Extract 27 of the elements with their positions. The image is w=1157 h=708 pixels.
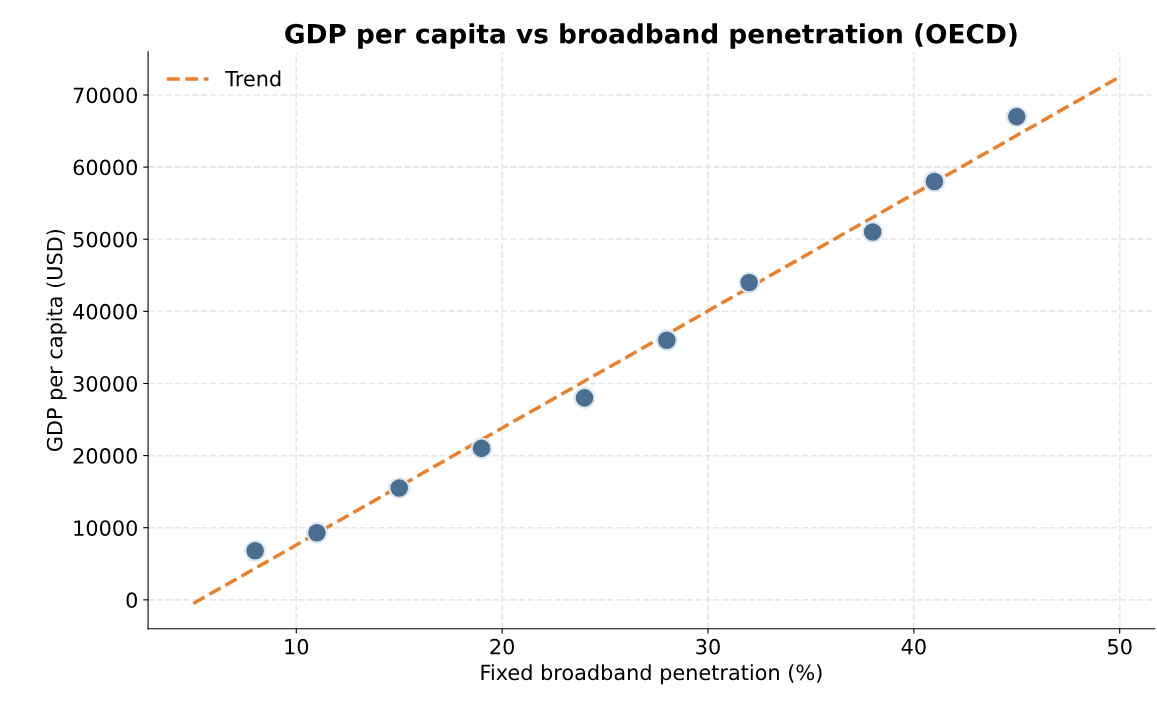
y-tick-label: 0 <box>126 592 137 609</box>
legend-label: Trend <box>225 70 281 87</box>
y-tick-label: 70000 <box>73 87 137 104</box>
point <box>470 437 493 460</box>
point <box>861 221 884 243</box>
point <box>738 271 761 294</box>
y-tick-label: 50000 <box>73 231 137 248</box>
x-tick-label: 30 <box>696 638 720 655</box>
point <box>388 477 411 499</box>
point <box>923 170 946 193</box>
y-axis-title: GDP per capita (USD) <box>46 229 67 452</box>
point <box>1005 105 1028 128</box>
y-tick-label: 20000 <box>73 448 137 464</box>
chart-title: GDP per capita vs broadband penetration (OECD) <box>285 23 1017 49</box>
point <box>244 539 266 562</box>
x-tick-label: 10 <box>285 638 309 655</box>
x-axis-title: Fixed broadband penetration (%) <box>481 664 822 685</box>
point <box>655 329 678 352</box>
x-tick-label: 40 <box>901 638 926 655</box>
x-tick-label: 20 <box>490 638 515 655</box>
x-tick-label: 50 <box>1108 638 1132 655</box>
y-tick-label: 10000 <box>74 520 137 536</box>
y-tick-label: 30000 <box>73 375 137 392</box>
point <box>306 521 328 544</box>
point <box>573 387 596 409</box>
y-tick-label: 60000 <box>73 159 137 176</box>
y-tick-label: 40000 <box>73 303 137 320</box>
